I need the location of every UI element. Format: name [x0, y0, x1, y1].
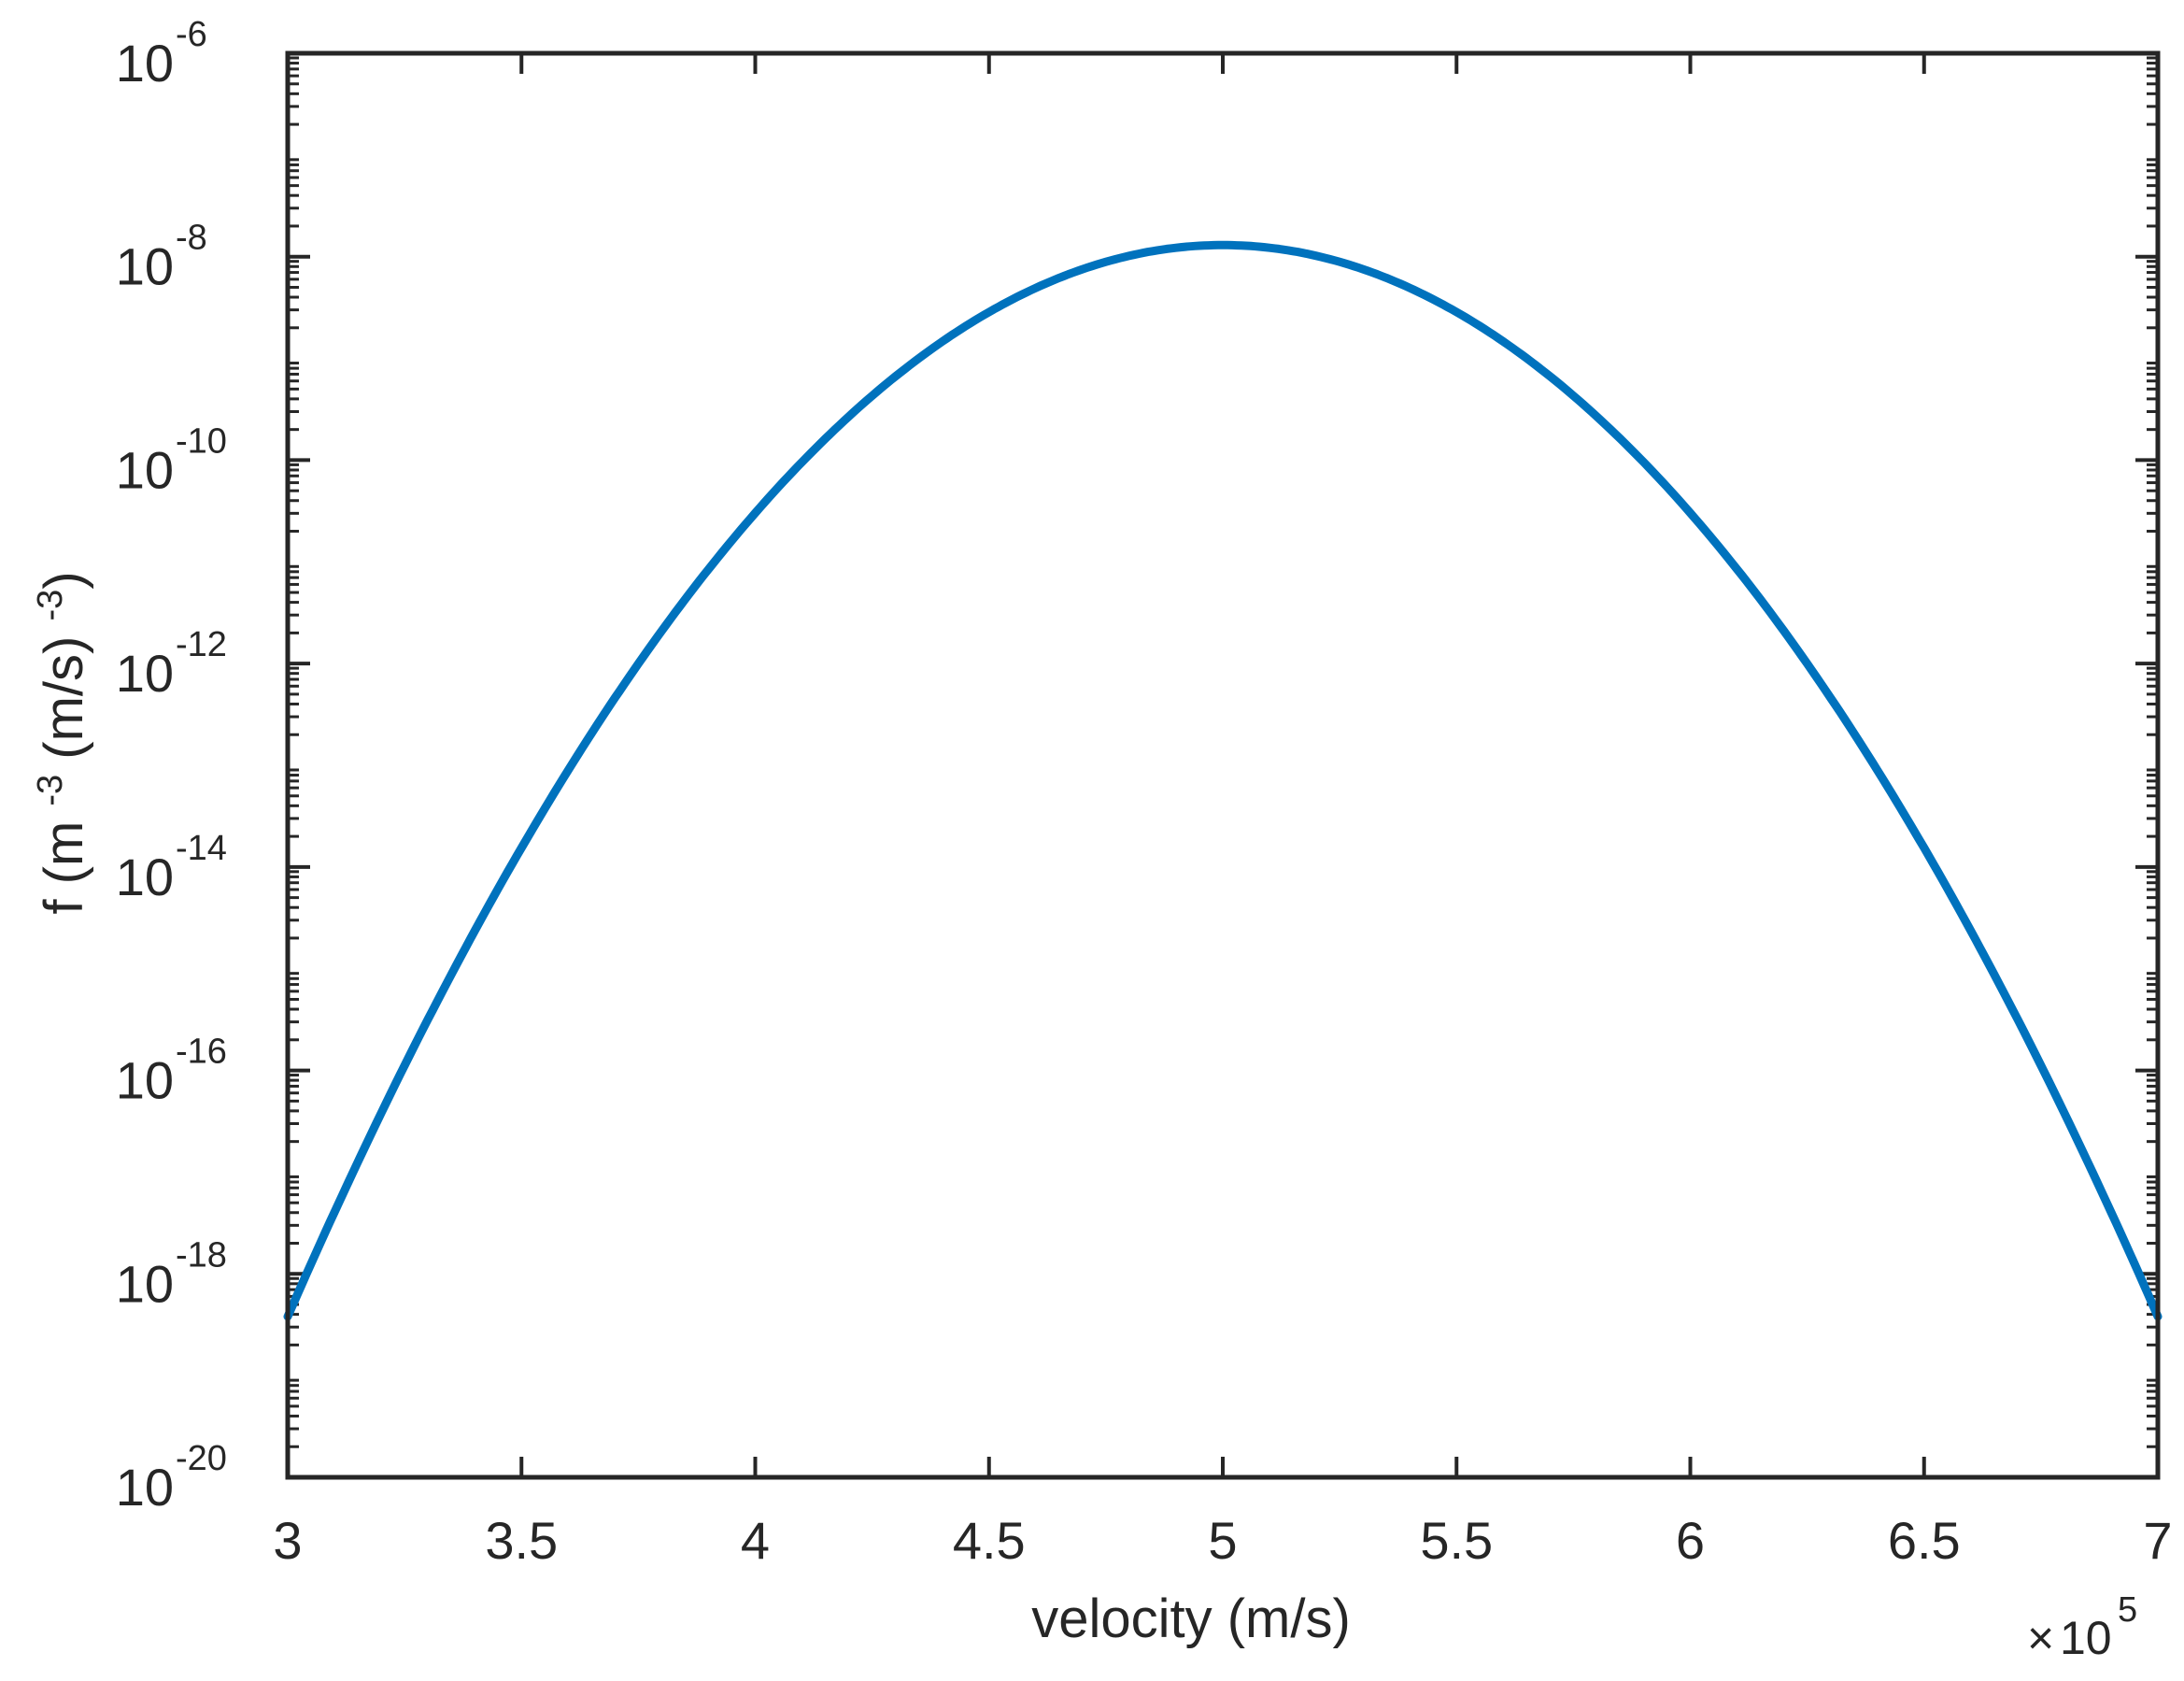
y-axis-title-suffix: )	[34, 571, 94, 589]
x-multiplier-base: 10	[2060, 1612, 2112, 1664]
y-axis-title: f (m -3 (m/s) -3)	[31, 571, 94, 914]
y-tick-label-base: 10	[116, 237, 174, 296]
y-tick-label-1: 10 -18	[116, 1235, 227, 1313]
y-tick-label-base: 10	[116, 848, 174, 906]
x-tick-label-3: 4.5	[953, 1511, 1026, 1570]
x-tick-label-6: 6	[1676, 1511, 1705, 1570]
y-tick-label-base: 10	[116, 34, 174, 93]
y-tick-label-6: 10 -8	[116, 219, 207, 296]
y-tick-label-4: 10 -12	[116, 625, 227, 703]
y-tick-label-2: 10 -16	[116, 1033, 227, 1110]
y-axis-title-exp2: -3	[31, 590, 70, 621]
y-tick-label-base: 10	[116, 1051, 174, 1110]
y-tick-label-exponent: -8	[176, 219, 207, 258]
y-tick-label-exponent: -12	[176, 625, 227, 664]
x-multiplier-exponent: 5	[2118, 1590, 2137, 1630]
x-tick-label-5: 5.5	[1420, 1511, 1493, 1570]
y-tick-label-exponent: -10	[176, 421, 227, 461]
y-tick-label-7: 10 -6	[116, 15, 207, 93]
y-axis-title-middle: (m/s)	[34, 621, 94, 775]
y-tick-label-3: 10 -14	[116, 829, 227, 906]
plot-series	[283, 240, 2163, 1321]
y-axis-title-prefix: f (m	[34, 806, 94, 915]
y-axis-title-exp1: -3	[31, 775, 70, 806]
x-tick-label-4: 5	[1208, 1511, 1237, 1570]
y-tick-label-base: 10	[116, 1254, 174, 1313]
x-tick-label-2: 4	[741, 1511, 770, 1570]
y-tick-label-exponent: -6	[176, 15, 207, 54]
y-tick-label-exponent: -18	[176, 1235, 227, 1275]
y-tick-label-base: 10	[116, 1458, 174, 1517]
plot-frame	[285, 50, 2161, 1480]
y-tick-label-exponent: -16	[176, 1033, 227, 1072]
x-tick-labels: 3 3.5 4 4.5 5 5.5 6 6.5 7	[273, 1511, 2172, 1570]
x-tick-label-7: 6.5	[1888, 1511, 1961, 1570]
y-tick-label-0: 10 -20	[116, 1439, 227, 1517]
y-tick-label-exponent: -14	[176, 829, 227, 868]
y-tick-label-base: 10	[116, 644, 174, 703]
series-line-0	[283, 240, 2163, 1321]
y-tick-label-base: 10	[116, 440, 174, 499]
x-tick-label-0: 3	[273, 1511, 302, 1570]
x-multiplier: × 10 5	[2027, 1590, 2137, 1664]
x-axis-title: velocity (m/s)	[1031, 1588, 1351, 1649]
x-tick-label-8: 7	[2143, 1511, 2172, 1570]
x-multiplier-times: ×	[2027, 1612, 2054, 1664]
y-tick-label-exponent: -20	[176, 1439, 227, 1478]
x-tick-label-1: 3.5	[485, 1511, 558, 1570]
y-tick-label-5: 10 -10	[116, 421, 227, 499]
